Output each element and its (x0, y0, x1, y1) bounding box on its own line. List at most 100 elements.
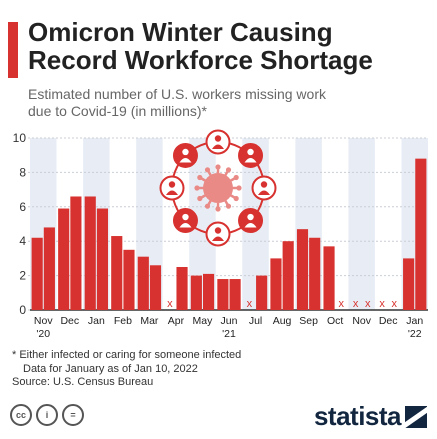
person-body (244, 157, 257, 163)
missing-data-marker: x (365, 298, 371, 310)
bar (202, 273, 215, 310)
no-derivatives-icon: = (62, 404, 84, 426)
x-tick-label: Nov (352, 315, 371, 327)
title-line-2: Record Workforce Shortage (28, 45, 373, 75)
person-body (179, 223, 192, 228)
person-body (258, 190, 270, 195)
person-icon (159, 175, 185, 201)
y-tick-label: 2 (19, 269, 26, 283)
y-tick-label: 10 (13, 131, 27, 145)
person-head (247, 213, 254, 221)
bar (96, 208, 109, 310)
title-accent-bar (8, 22, 18, 78)
person-head (247, 148, 254, 156)
subtitle-line-1: Estimated number of U.S. workers missing… (28, 86, 326, 102)
year-label: '22 (408, 328, 422, 340)
bar (84, 196, 96, 310)
year-label: '21 (222, 328, 236, 340)
person-body (179, 157, 192, 163)
bar (309, 237, 321, 310)
missing-data-marker: x (247, 298, 253, 310)
virus-spike-tip (225, 167, 232, 173)
person-icon (238, 142, 264, 168)
person-body (166, 190, 178, 195)
bar (43, 227, 55, 310)
x-tick-label: Jan (406, 315, 423, 327)
footnotes: * Either infected or caring for someone … (12, 349, 241, 390)
y-tick-label: 4 (19, 234, 26, 248)
person-body (212, 236, 224, 241)
person-body (244, 223, 257, 228)
person-icon (172, 142, 198, 168)
x-tick-label: Jul (249, 315, 262, 327)
x-tick-label: Dec (60, 315, 79, 327)
bar (256, 275, 268, 310)
virus-spike-tip (204, 167, 211, 173)
person-icon (205, 221, 231, 247)
subtitle-line-2: due to Covid-19 (in millions)* (28, 103, 207, 119)
axis-labels: 0 2 4 6 8 10 Nov Dec Jan Feb Mar Apr May Jun Jul Aug Sep… (13, 131, 424, 340)
bar (31, 237, 43, 310)
month-band (348, 138, 375, 310)
x-tick-label: Mar (140, 315, 159, 327)
missing-data-marker: x (338, 298, 344, 310)
bar (149, 265, 162, 310)
brand-name: statista (313, 401, 402, 431)
footnote-infected: * Either infected or caring for someone … (12, 349, 242, 361)
x-tick-label: Sep (299, 315, 318, 327)
person-icon (251, 175, 277, 201)
missing-data-marker: x (167, 298, 173, 310)
person-head (182, 148, 189, 156)
person-icon (238, 208, 264, 234)
year-label: '20 (36, 328, 50, 340)
x-tick-label: Dec (379, 315, 398, 327)
missing-data-marker: x (379, 298, 385, 310)
x-tick-label: Feb (114, 315, 132, 327)
virus-spike-tip (215, 206, 221, 212)
bar (217, 279, 229, 310)
virus-spike-tip (197, 195, 203, 202)
person-icon (205, 129, 231, 155)
chart-title: Omicron Winter Causing Record Workforce … (28, 18, 433, 74)
x-tick-label: Oct (327, 315, 343, 327)
x-tick-label: Aug (273, 315, 292, 327)
creative-commons-icon: cc (10, 404, 32, 426)
footnote-source: Source: U.S. Census Bureau (12, 376, 154, 388)
person-head (214, 227, 222, 234)
x-tick-label: Jan (88, 315, 105, 327)
person-head (182, 213, 189, 221)
person-icon (172, 208, 198, 234)
y-tick-label: 6 (19, 200, 26, 214)
title-line-1: Omicron Winter Causing (28, 17, 333, 47)
statista-logo[interactable]: statista (314, 401, 427, 432)
x-tick-label: Jun (221, 315, 238, 327)
bar (137, 256, 149, 310)
virus-spike-tip (236, 185, 242, 191)
virus-spike-tip (233, 195, 239, 202)
virus-illustration (159, 129, 277, 247)
virus-spike-tip (233, 174, 239, 181)
bar (190, 275, 202, 310)
footnote-data-date: Data for January as of Jan 10, 2022 (23, 362, 198, 375)
bar (70, 196, 82, 310)
x-tick-label: May (193, 315, 214, 327)
person-head (260, 181, 268, 188)
bar (403, 258, 415, 310)
chart-subtitle: Estimated number of U.S. workers missing… (28, 86, 433, 120)
virus-spike-tip (204, 203, 211, 209)
person-body (212, 144, 224, 149)
bar (282, 241, 294, 310)
bar (123, 249, 135, 310)
y-tick-label: 8 (19, 165, 26, 179)
y-tick-label: 0 (19, 303, 26, 317)
person-head (214, 135, 222, 142)
bar (229, 279, 241, 310)
bar (296, 229, 309, 310)
statista-mark-icon (405, 406, 427, 428)
bar (323, 246, 335, 310)
bar (415, 158, 427, 310)
missing-data-marker: x (392, 298, 398, 310)
bar (270, 258, 282, 310)
